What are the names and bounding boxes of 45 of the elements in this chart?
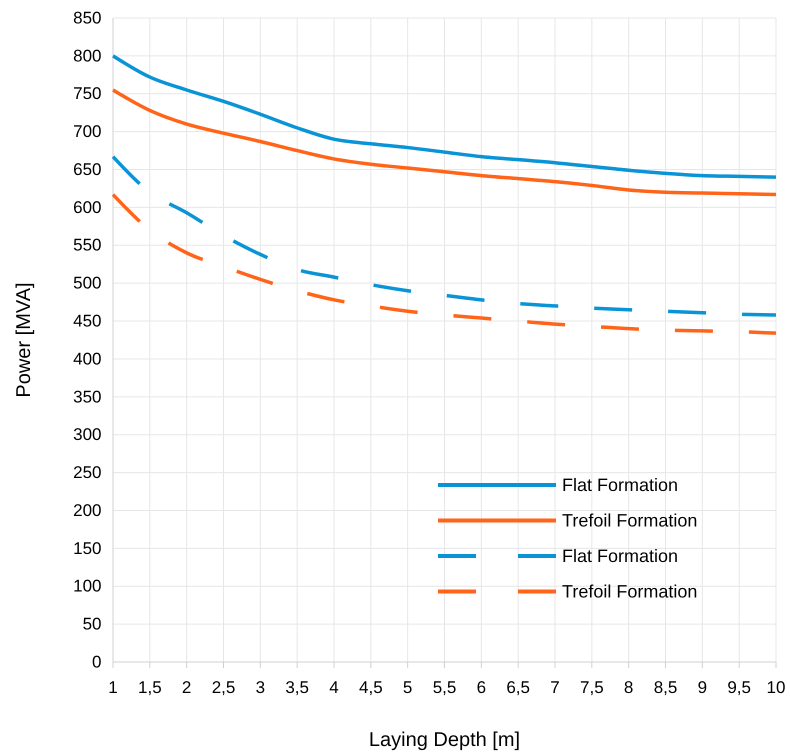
y-tick-label: 500 xyxy=(73,274,102,293)
x-tick-label: 2,5 xyxy=(212,678,236,698)
y-tick-label: 400 xyxy=(73,349,102,368)
x-tick-label: 3 xyxy=(256,678,266,698)
x-tick-label: 2 xyxy=(182,678,192,698)
y-tick-label: 350 xyxy=(73,387,102,406)
y-tick-label: 600 xyxy=(73,198,102,217)
y-tick-label: 200 xyxy=(73,500,102,520)
y-tick-label: 650 xyxy=(73,160,102,179)
x-tick-label: 9 xyxy=(698,678,708,698)
x-tick-label: 1,5 xyxy=(138,678,162,698)
legend-label: Flat Formation xyxy=(562,475,678,495)
x-tick-label: 7,5 xyxy=(580,678,604,698)
legend-label: Trefoil Formation xyxy=(562,510,698,530)
line-series xyxy=(111,88,778,196)
x-tick-label: 5,5 xyxy=(432,678,456,698)
y-tick-label: 550 xyxy=(73,236,102,255)
y-tick-label: 300 xyxy=(73,425,102,444)
y-tick-label: 750 xyxy=(73,84,102,104)
y-tick-label: 800 xyxy=(73,46,102,66)
x-tick-label: 6 xyxy=(476,678,486,698)
x-tick-label: 1 xyxy=(108,678,118,698)
legend-label: Flat Formation xyxy=(562,546,678,566)
x-tick-label: 8,5 xyxy=(654,678,678,698)
x-tick-label: 4 xyxy=(329,678,339,698)
y-tick-label: 450 xyxy=(73,312,102,330)
x-tick-label: 10 xyxy=(766,678,786,698)
y-tick-label: 150 xyxy=(73,538,102,558)
x-tick-label: 9,5 xyxy=(727,678,751,698)
legend-label: Trefoil Formation xyxy=(562,582,698,602)
line-series xyxy=(111,54,778,179)
x-tick-label: 4,5 xyxy=(359,678,383,698)
y-tick-label: 850 xyxy=(73,8,102,28)
x-tick-label: 5 xyxy=(402,678,412,698)
y-tick-label: 100 xyxy=(73,576,102,596)
x-tick-label: 6,5 xyxy=(506,678,530,698)
x-tick-label: 8 xyxy=(624,678,634,698)
y-tick-label: 50 xyxy=(82,614,102,634)
x-tick-label: 3,5 xyxy=(285,678,309,698)
y-tick-label: 0 xyxy=(92,652,102,672)
x-axis-title: Laying Depth [m] xyxy=(368,729,520,751)
x-tick-label: 7 xyxy=(550,678,560,698)
y-tick-label: 250 xyxy=(73,463,102,482)
y-axis-title: Power [MVA] xyxy=(13,282,35,398)
y-tick-label: 700 xyxy=(73,122,102,142)
